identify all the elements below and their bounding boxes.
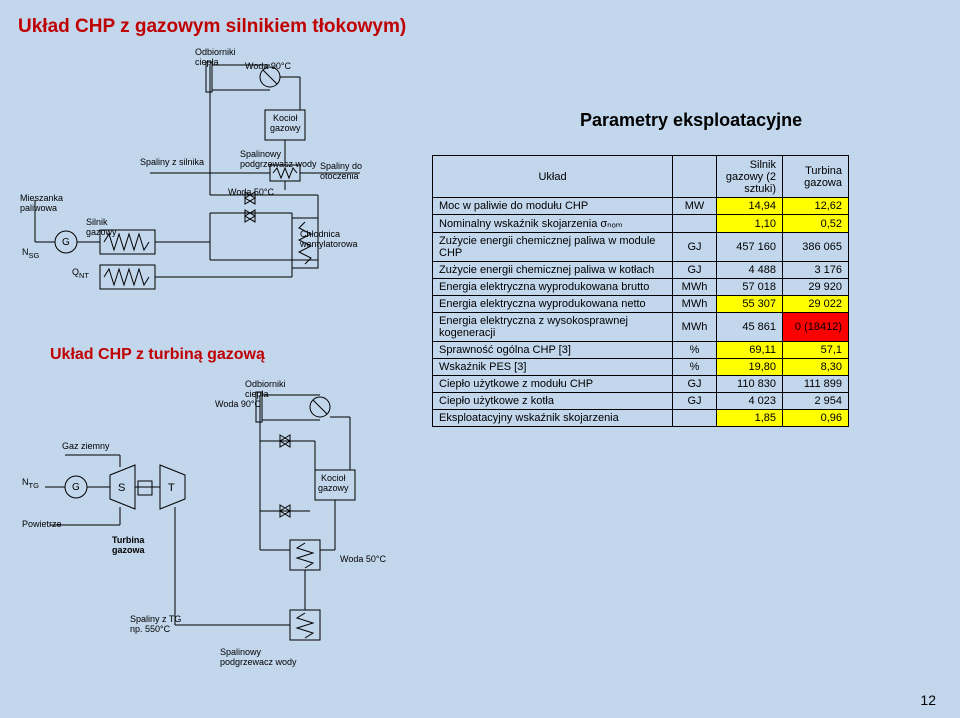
table-row-v1: 45 861 xyxy=(717,313,783,342)
table-row-v1: 1,10 xyxy=(717,215,783,233)
table-row-param: Ciepło użytkowe z kotła xyxy=(433,393,673,410)
table-row-unit xyxy=(673,410,717,427)
table-row-v1: 4 023 xyxy=(717,393,783,410)
label-g1: G xyxy=(62,237,70,248)
hdr-uklad: Układ xyxy=(433,156,673,198)
table-row-v2: 0 (18412) xyxy=(783,313,849,342)
label-powietrze: Powietrze xyxy=(22,520,62,530)
table-row-unit: GJ xyxy=(673,233,717,262)
label-s: S xyxy=(118,482,125,494)
table-row-param: Zużycie energii chemicznej paliwa w kotł… xyxy=(433,262,673,279)
page-title: Układ CHP z gazowym silnikiem tłokowym) xyxy=(18,16,406,38)
label-odbiorniki: Odbiorniki ciepła xyxy=(195,48,236,68)
page-number: 12 xyxy=(920,692,936,708)
table-row-param: Energia elektryczna z wysokosprawnej kog… xyxy=(433,313,673,342)
hdr-turbina: Turbina gazowa xyxy=(783,156,849,198)
table-row-v2: 3 176 xyxy=(783,262,849,279)
label-qnt: QNT xyxy=(72,268,89,280)
table-row-unit xyxy=(673,215,717,233)
table-row-unit: MWh xyxy=(673,313,717,342)
label-spaliny-silnik: Spaliny z silnika xyxy=(140,158,204,168)
table-row-v2: 12,62 xyxy=(783,198,849,215)
label-gaz: Gaz ziemny xyxy=(62,442,110,452)
table-row-v1: 457 160 xyxy=(717,233,783,262)
table-row-v2: 8,30 xyxy=(783,359,849,376)
table-row-v2: 111 899 xyxy=(783,376,849,393)
hdr-silnik: Silnik gazowy (2 sztuki) xyxy=(717,156,783,198)
label-kociol: Kocioł gazowy xyxy=(270,114,301,134)
table-row-param: Energia elektryczna wyprodukowana netto xyxy=(433,296,673,313)
table-row-param: Nominalny wskaźnik skojarzenia σₙₒₘ xyxy=(433,215,673,233)
hdr-unit xyxy=(673,156,717,198)
table-row-param: Sprawność ogólna CHP [3] xyxy=(433,342,673,359)
table-row-param: Wskaźnik PES [3] xyxy=(433,359,673,376)
table-row-v1: 57 018 xyxy=(717,279,783,296)
diagram-lower xyxy=(20,375,420,665)
label-woda90b: Woda 90°C xyxy=(215,400,261,410)
table-row-v1: 14,94 xyxy=(717,198,783,215)
table-row-param: Moc w paliwie do modułu CHP xyxy=(433,198,673,215)
label-g2: G xyxy=(72,482,80,493)
label-silnik: Silnik gazowy xyxy=(86,218,117,238)
label-chlodnica: Chłodnica wentylatorowa xyxy=(300,230,358,250)
table-row-v2: 2 954 xyxy=(783,393,849,410)
label-spaliny-oto: Spaliny do otoczenia xyxy=(320,162,362,182)
table-row-v1: 55 307 xyxy=(717,296,783,313)
table-row-param: Eksploatacyjny wskaźnik skojarzenia xyxy=(433,410,673,427)
table-row-v2: 0,52 xyxy=(783,215,849,233)
label-nsg: NSG xyxy=(22,248,39,260)
table-row-v2: 29 022 xyxy=(783,296,849,313)
label-spalinowy: Spalinowy podgrzewacz wody xyxy=(240,150,317,170)
table-row-unit: MWh xyxy=(673,279,717,296)
table-row-v2: 29 920 xyxy=(783,279,849,296)
label-woda90: Woda 90°C xyxy=(245,62,291,72)
table-row-unit: GJ xyxy=(673,376,717,393)
label-spalinowy2: Spalinowy podgrzewacz wody xyxy=(220,648,297,668)
label-woda50b: Woda 50°C xyxy=(340,555,386,565)
table-row-unit: MWh xyxy=(673,296,717,313)
table-row-param: Ciepło użytkowe z modułu CHP xyxy=(433,376,673,393)
params-table: Układ Silnik gazowy (2 sztuki) Turbina g… xyxy=(432,155,849,427)
table-row-v1: 1,85 xyxy=(717,410,783,427)
table-row-v1: 110 830 xyxy=(717,376,783,393)
label-woda50: Woda 50°C xyxy=(228,188,274,198)
table-row-v2: 0,96 xyxy=(783,410,849,427)
label-spaliny-tg: Spaliny z TG np. 550°C xyxy=(130,615,181,635)
table-row-v2: 57,1 xyxy=(783,342,849,359)
table-row-param: Energia elektryczna wyprodukowana brutto xyxy=(433,279,673,296)
table-row-v1: 4 488 xyxy=(717,262,783,279)
table-row-unit: % xyxy=(673,342,717,359)
label-t: T xyxy=(168,482,175,494)
table-row-v1: 69,11 xyxy=(717,342,783,359)
label-turbina: Turbina gazowa xyxy=(112,536,145,556)
table-row-unit: MW xyxy=(673,198,717,215)
label-odbiorniki2: Odbiorniki ciepła xyxy=(245,380,286,400)
table-row-unit: GJ xyxy=(673,262,717,279)
table-row-v2: 386 065 xyxy=(783,233,849,262)
table-row-unit: % xyxy=(673,359,717,376)
subtitle: Układ CHP z turbiną gazową xyxy=(50,346,265,364)
label-kociol2: Kocioł gazowy xyxy=(318,474,349,494)
table-row-v1: 19,80 xyxy=(717,359,783,376)
table-row-unit: GJ xyxy=(673,393,717,410)
label-mieszanka: Mieszanka paliwowa xyxy=(20,194,63,214)
table-row-param: Zużycie energii chemicznej paliwa w modu… xyxy=(433,233,673,262)
params-title: Parametry eksploatacyjne xyxy=(580,110,802,131)
label-ntg: NTG xyxy=(22,478,39,490)
